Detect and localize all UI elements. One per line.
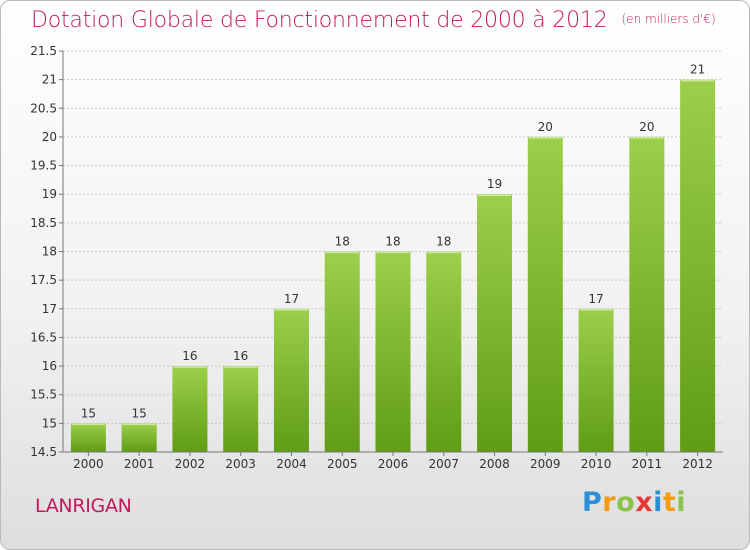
data-label: 17 bbox=[284, 292, 299, 306]
x-tick-label: 2007 bbox=[428, 457, 459, 471]
y-tick-label: 17 bbox=[42, 302, 57, 316]
bar-2002 bbox=[172, 366, 208, 452]
data-label: 20 bbox=[538, 120, 553, 134]
x-tick-label: 2006 bbox=[378, 457, 409, 471]
x-tick-label: 2004 bbox=[276, 457, 307, 471]
y-tick-label: 21 bbox=[42, 73, 57, 87]
y-tick-label: 15.5 bbox=[30, 388, 57, 402]
y-tick-label: 21.5 bbox=[30, 44, 57, 58]
x-tick-label: 2008 bbox=[479, 457, 510, 471]
logo-letter: P bbox=[582, 487, 603, 518]
bar-2000 bbox=[70, 423, 106, 452]
y-tick-label: 18.5 bbox=[30, 216, 57, 230]
y-tick-label: 17.5 bbox=[30, 273, 57, 287]
logo-letter: i bbox=[653, 487, 663, 518]
data-label: 17 bbox=[588, 292, 603, 306]
proxiti-logo: Proxiti bbox=[582, 487, 686, 518]
bar-2008 bbox=[477, 194, 513, 452]
x-tick-label: 2012 bbox=[682, 457, 713, 471]
logo-letter: x bbox=[635, 487, 654, 518]
bar-2003 bbox=[223, 366, 259, 452]
x-tick-label: 2011 bbox=[632, 457, 663, 471]
logo-letter: i bbox=[676, 487, 687, 518]
y-tick-label: 20 bbox=[42, 130, 57, 144]
x-tick-label: 2001 bbox=[124, 457, 155, 471]
data-label: 16 bbox=[182, 349, 197, 363]
data-label: 15 bbox=[132, 406, 147, 420]
bar-2001 bbox=[121, 423, 157, 452]
data-label: 18 bbox=[335, 235, 350, 249]
bar-2010 bbox=[578, 308, 614, 452]
bar-2012 bbox=[680, 79, 716, 453]
y-tick-label: 14.5 bbox=[30, 445, 57, 459]
logo-letter: o bbox=[616, 487, 636, 518]
x-tick-label: 2003 bbox=[225, 457, 256, 471]
y-tick-label: 19.5 bbox=[30, 159, 57, 173]
y-tick-label: 19 bbox=[42, 187, 57, 201]
y-tick-label: 15 bbox=[42, 416, 57, 430]
data-label: 21 bbox=[690, 63, 705, 77]
chart-title: Dotation Globale de Fonctionnement de 20… bbox=[31, 8, 716, 33]
x-tick-label: 2002 bbox=[175, 457, 206, 471]
bar-2007 bbox=[426, 251, 462, 452]
x-tick-label: 2005 bbox=[327, 457, 358, 471]
data-label: 18 bbox=[385, 235, 400, 249]
x-tick-label: 2009 bbox=[530, 457, 561, 471]
commune-name: LANRIGAN bbox=[35, 495, 132, 517]
logo-letter: t bbox=[662, 487, 677, 518]
y-tick-label: 18 bbox=[42, 245, 57, 259]
data-label: 19 bbox=[487, 177, 502, 191]
chart-subtitle: (en milliers d'€) bbox=[621, 12, 716, 26]
y-tick-label: 16 bbox=[42, 359, 57, 373]
bar-2006 bbox=[375, 251, 411, 452]
data-label: 20 bbox=[639, 120, 654, 134]
bar-2011 bbox=[629, 136, 665, 452]
y-tick-label: 16.5 bbox=[30, 330, 57, 344]
bar-2005 bbox=[324, 251, 360, 452]
bar-2004 bbox=[273, 308, 309, 452]
x-tick-label: 2010 bbox=[581, 457, 612, 471]
data-label: 15 bbox=[81, 406, 96, 420]
bar-2009 bbox=[527, 136, 563, 452]
x-tick-label: 2000 bbox=[73, 457, 104, 471]
y-tick-label: 20.5 bbox=[30, 101, 57, 115]
data-label: 16 bbox=[233, 349, 248, 363]
data-label: 18 bbox=[436, 235, 451, 249]
logo-letter: r bbox=[602, 487, 617, 518]
